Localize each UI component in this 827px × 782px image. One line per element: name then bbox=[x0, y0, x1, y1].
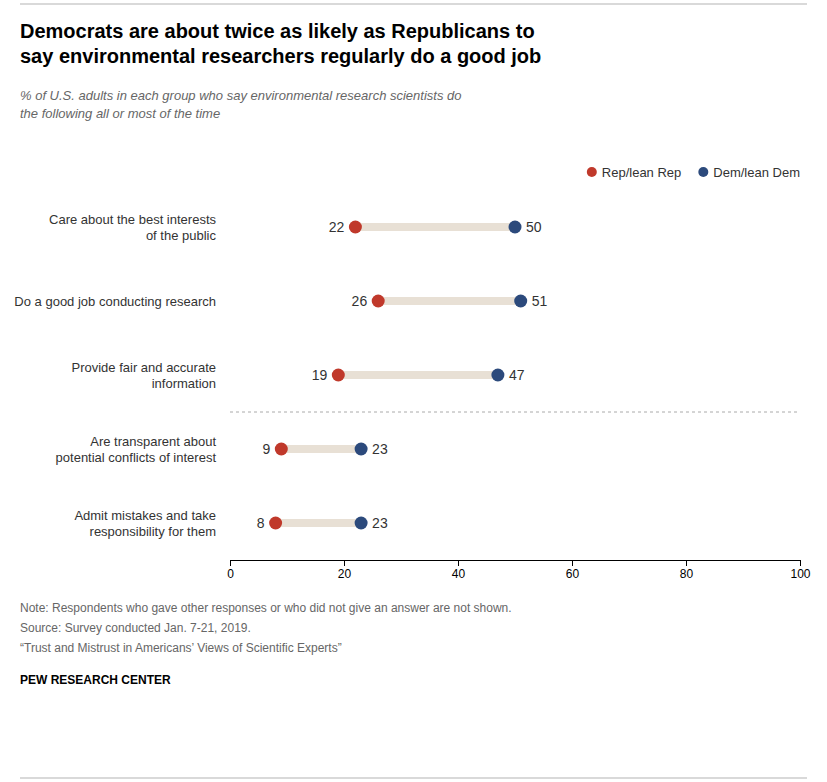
text-line: say environmental researchers regularly … bbox=[20, 45, 541, 67]
tick-mark bbox=[230, 560, 231, 566]
legend-item: Rep/lean Rep bbox=[587, 165, 682, 180]
data-label: 23 bbox=[372, 441, 388, 457]
tick-mark bbox=[572, 560, 573, 566]
dot bbox=[275, 443, 288, 456]
tick: 60 bbox=[566, 560, 580, 581]
marks bbox=[269, 221, 527, 530]
tick-mark bbox=[458, 560, 459, 566]
tick-mark bbox=[800, 560, 801, 566]
axis-line bbox=[231, 561, 801, 567]
legend-swatch bbox=[698, 167, 708, 177]
annotation: “Trust and Mistrust in Americans’ Views … bbox=[20, 641, 342, 655]
divider bbox=[230, 412, 800, 413]
title: Democrats are about twice as likely as R… bbox=[20, 20, 541, 67]
dot bbox=[514, 295, 527, 308]
dot bbox=[372, 295, 385, 308]
tick-mark bbox=[686, 560, 687, 566]
text-line: Are transparent about bbox=[90, 434, 216, 449]
text-line: responsibility for them bbox=[90, 524, 216, 539]
tick-label: 0 bbox=[227, 567, 234, 581]
dot bbox=[332, 369, 345, 382]
data-label: 22 bbox=[329, 219, 345, 235]
text-line: potential conflicts of interest bbox=[56, 450, 217, 465]
category-label: Are transparent aboutpotential conflicts… bbox=[56, 434, 217, 465]
data-label: 47 bbox=[509, 367, 525, 383]
legend-swatch bbox=[587, 167, 597, 177]
dot bbox=[349, 221, 362, 234]
tick-label: 60 bbox=[566, 567, 580, 581]
text-line: Provide fair and accurate bbox=[71, 360, 216, 375]
text-line: the following all or most of the time bbox=[20, 106, 220, 121]
tick-label: 80 bbox=[680, 567, 694, 581]
data-label: 51 bbox=[532, 293, 548, 309]
legend-label: Dem/lean Dem bbox=[713, 165, 800, 180]
data-label: 8 bbox=[257, 515, 265, 531]
legend: Rep/lean Rep Dem/lean Dem bbox=[587, 165, 800, 180]
annotation: Note: Respondents who gave other respons… bbox=[20, 601, 512, 615]
connector bbox=[338, 371, 498, 379]
x-axis: 0 20 40 60 80 100 bbox=[227, 560, 811, 581]
data-label: 26 bbox=[352, 293, 368, 309]
tick: 100 bbox=[790, 560, 810, 581]
tick: 20 bbox=[338, 560, 352, 581]
dot bbox=[355, 443, 368, 456]
text-line: Do a good job conducting research bbox=[14, 294, 216, 309]
category-label: Provide fair and accurateinformation bbox=[71, 360, 216, 391]
dot bbox=[509, 221, 522, 234]
connector bbox=[355, 223, 515, 231]
connector bbox=[276, 519, 362, 527]
tick: 80 bbox=[680, 560, 694, 581]
dot bbox=[269, 517, 282, 530]
data-label: 50 bbox=[526, 219, 542, 235]
text-line: information bbox=[152, 376, 216, 391]
annotation: Source: Survey conducted Jan. 7-21, 2019… bbox=[20, 621, 251, 635]
dot bbox=[355, 517, 368, 530]
data-label: 23 bbox=[372, 515, 388, 531]
border bbox=[20, 777, 807, 779]
chart: Democrats are about twice as likely as R… bbox=[0, 0, 827, 782]
subtitle: % of U.S. adults in each group who say e… bbox=[20, 88, 462, 121]
tick: 0 bbox=[227, 560, 234, 581]
data-label: 9 bbox=[263, 441, 271, 457]
tick-label: 20 bbox=[338, 567, 352, 581]
annotation: PEW RESEARCH CENTER bbox=[20, 673, 171, 687]
tick-label: 100 bbox=[790, 567, 810, 581]
data-label: 19 bbox=[312, 367, 328, 383]
connector bbox=[281, 445, 361, 453]
text-line: Care about the best interests bbox=[49, 212, 216, 227]
legend-label: Rep/lean Rep bbox=[602, 165, 682, 180]
legend-item: Dem/lean Dem bbox=[698, 165, 800, 180]
tick-label: 40 bbox=[452, 567, 466, 581]
border bbox=[20, 3, 807, 5]
category-label: Admit mistakes and takeresponsibility fo… bbox=[74, 508, 216, 539]
connector bbox=[378, 297, 521, 305]
text-line: of the public bbox=[146, 228, 217, 243]
category-label: Do a good job conducting research bbox=[14, 294, 216, 309]
tick-mark bbox=[344, 560, 345, 566]
text-line: Admit mistakes and take bbox=[74, 508, 216, 523]
text-line: % of U.S. adults in each group who say e… bbox=[20, 88, 462, 103]
tick: 40 bbox=[452, 560, 466, 581]
text-line: Democrats are about twice as likely as R… bbox=[20, 20, 535, 42]
plot: 0 20 40 60 80 100 22 26 19 9 8 50 51 47 23 23 bbox=[227, 219, 811, 581]
category-label: Care about the best interestsof the publ… bbox=[49, 212, 216, 243]
dot bbox=[491, 369, 504, 382]
